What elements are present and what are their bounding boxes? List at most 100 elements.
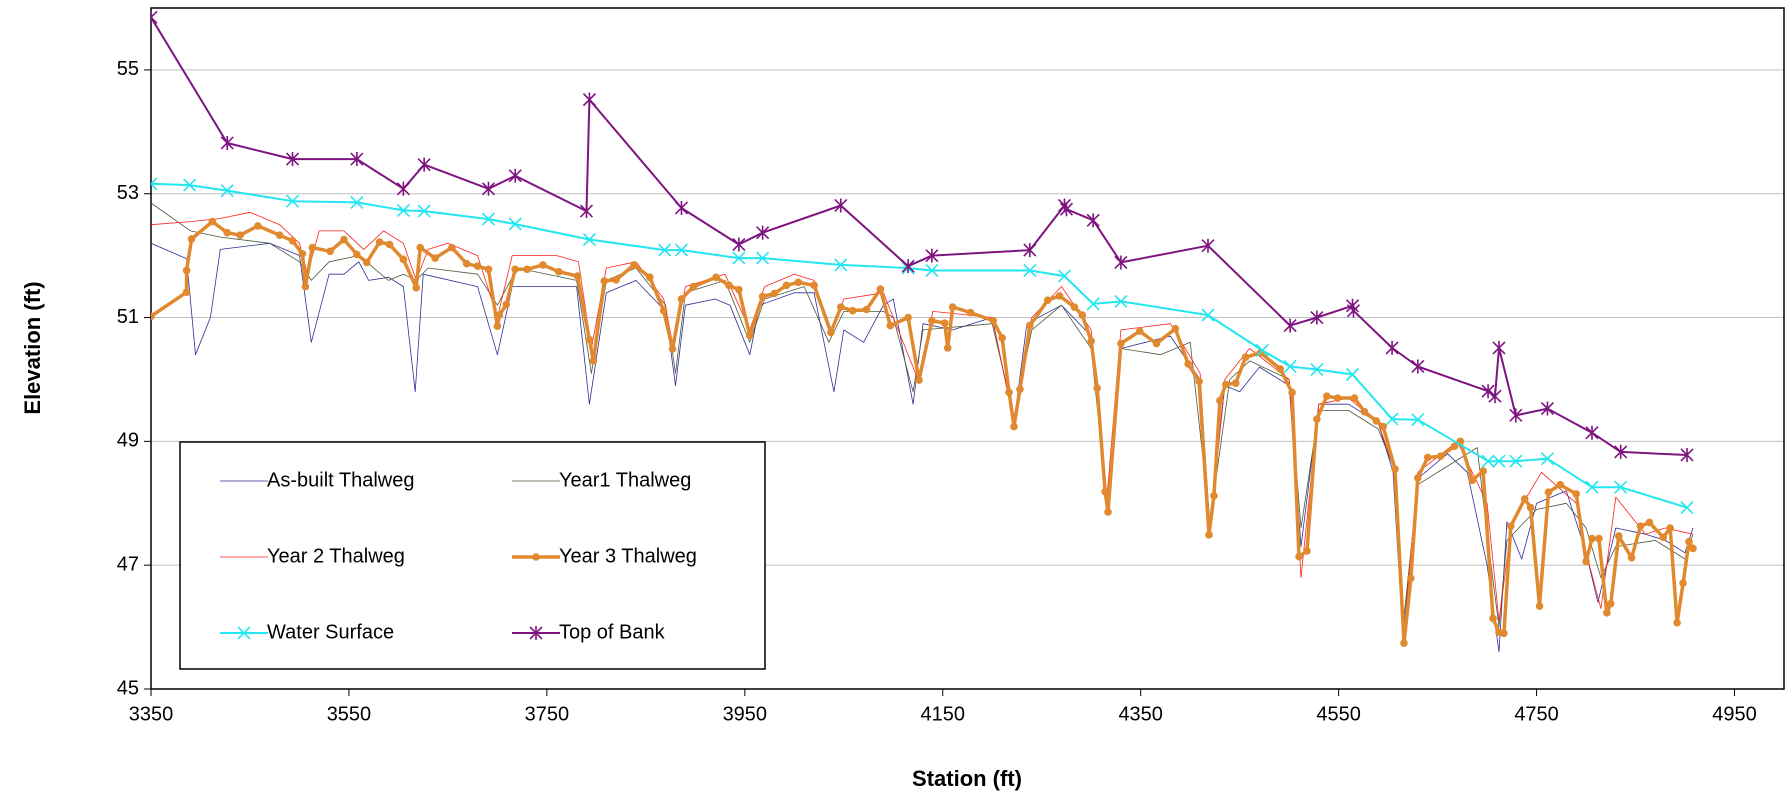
- marker: [1481, 384, 1495, 399]
- marker: [362, 258, 371, 267]
- series: [151, 10, 1694, 462]
- marker: [183, 178, 197, 192]
- marker: [416, 243, 424, 252]
- marker: [732, 251, 746, 265]
- marker: [1450, 442, 1459, 451]
- marker: [1556, 480, 1565, 489]
- y-axis-title: Elevation (ft): [20, 281, 45, 414]
- marker: [1572, 490, 1580, 498]
- x-tick-label: 4950: [1712, 703, 1757, 725]
- marker: [182, 266, 191, 275]
- marker: [732, 237, 746, 252]
- marker: [1295, 552, 1303, 561]
- marker: [208, 217, 217, 226]
- marker: [735, 285, 743, 294]
- marker: [539, 261, 547, 269]
- series: [151, 177, 1694, 515]
- marker: [1101, 487, 1109, 496]
- marker: [630, 261, 638, 269]
- marker: [417, 157, 431, 172]
- marker: [1360, 407, 1369, 416]
- marker: [1585, 480, 1599, 494]
- x-tick-label: 3350: [129, 703, 174, 725]
- marker: [399, 255, 408, 264]
- marker: [1492, 340, 1506, 355]
- marker: [1310, 362, 1324, 377]
- marker: [589, 357, 598, 365]
- marker: [285, 152, 300, 167]
- marker: [298, 249, 307, 258]
- marker: [668, 345, 677, 353]
- marker: [1489, 614, 1497, 623]
- marker: [659, 306, 668, 315]
- marker: [1078, 311, 1087, 319]
- marker: [1544, 488, 1553, 496]
- marker: [220, 184, 234, 198]
- marker: [600, 277, 609, 285]
- marker: [1607, 599, 1615, 608]
- marker: [674, 200, 689, 215]
- marker: [1423, 453, 1432, 462]
- marker: [353, 250, 361, 259]
- marker: [182, 288, 191, 296]
- marker: [1385, 340, 1399, 355]
- marker: [1114, 255, 1128, 270]
- marker: [1310, 310, 1324, 325]
- marker: [1070, 303, 1079, 311]
- marker: [1350, 394, 1359, 402]
- marker: [1680, 447, 1694, 462]
- legend-item: Water Surface: [220, 621, 394, 643]
- x-axis-title: Station (ft): [912, 766, 1022, 791]
- marker: [554, 267, 563, 276]
- marker: [646, 273, 654, 282]
- marker: [925, 263, 939, 278]
- y-tick-label: 49: [117, 430, 139, 452]
- marker: [502, 300, 511, 309]
- marker: [1005, 388, 1013, 397]
- marker: [1595, 534, 1603, 543]
- marker: [1411, 359, 1425, 374]
- marker: [1636, 522, 1645, 530]
- marker: [712, 273, 720, 282]
- marker: [1026, 321, 1034, 330]
- marker: [308, 243, 317, 252]
- marker: [462, 259, 471, 268]
- legend-label: Water Surface: [267, 621, 394, 643]
- marker: [1055, 292, 1064, 300]
- marker: [1283, 359, 1297, 374]
- legend-item: As-built Thalweg: [220, 469, 414, 491]
- marker: [301, 282, 310, 291]
- marker: [948, 303, 957, 311]
- marker: [285, 194, 300, 208]
- marker: [508, 217, 522, 231]
- marker: [1372, 417, 1381, 425]
- marker: [1659, 533, 1668, 542]
- marker: [677, 295, 686, 303]
- marker: [758, 292, 767, 301]
- marker: [484, 265, 493, 274]
- marker: [1195, 377, 1203, 386]
- marker: [1059, 202, 1074, 217]
- x-tick-label: 3950: [723, 703, 768, 725]
- marker: [834, 258, 848, 272]
- marker: [756, 225, 770, 240]
- marker: [1414, 474, 1422, 482]
- y-tick-label: 45: [117, 677, 139, 699]
- marker: [1333, 394, 1342, 402]
- marker: [1135, 327, 1144, 335]
- marker: [529, 626, 543, 640]
- marker: [1526, 503, 1535, 512]
- marker: [998, 334, 1006, 342]
- marker: [928, 316, 936, 325]
- marker: [1481, 454, 1495, 468]
- marker: [1303, 547, 1311, 555]
- x-tick-label: 4550: [1316, 703, 1361, 725]
- marker: [1509, 454, 1523, 468]
- x-tick-label: 4350: [1118, 703, 1163, 725]
- marker: [431, 254, 439, 262]
- marker: [989, 316, 998, 325]
- marker: [756, 251, 770, 265]
- marker: [834, 198, 848, 213]
- marker: [582, 92, 597, 107]
- marker: [1509, 408, 1523, 423]
